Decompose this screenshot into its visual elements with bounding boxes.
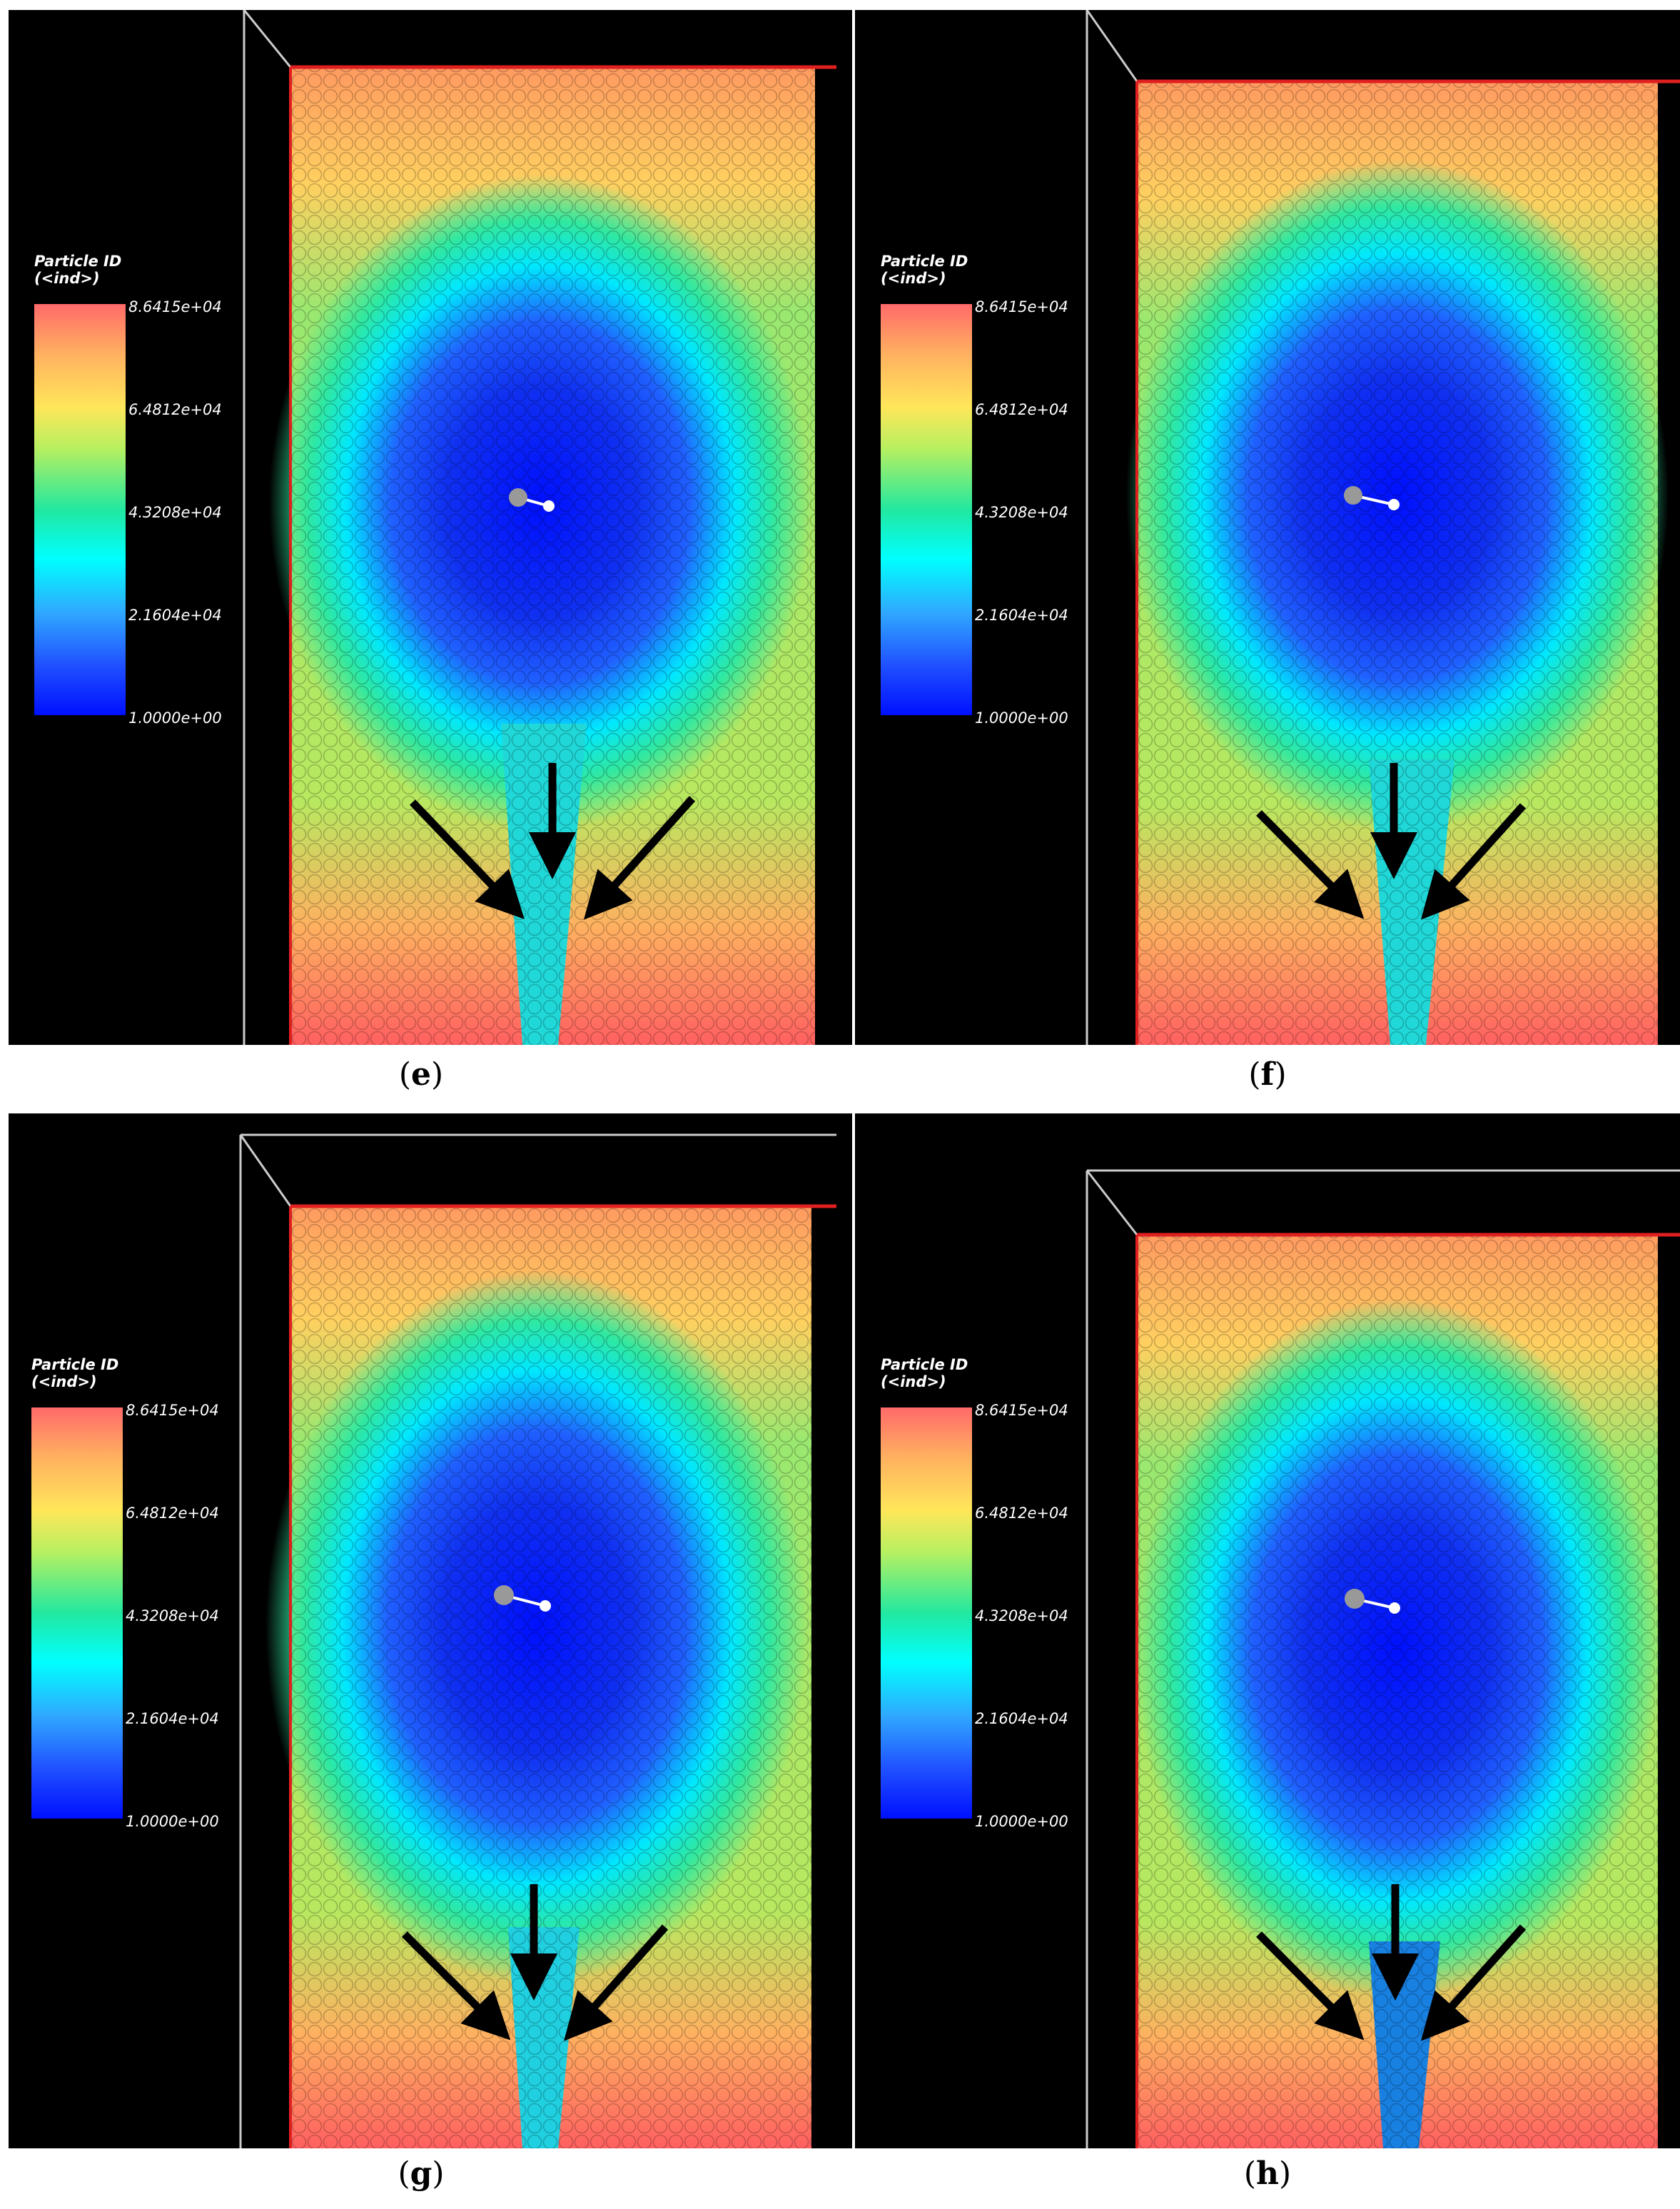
colorbar — [881, 1407, 972, 1819]
arrow-left — [410, 799, 525, 919]
particle-scene-e — [243, 10, 836, 1045]
legend-tick: 4.3208e+04 — [128, 504, 222, 521]
particle-scene-f — [1086, 10, 1680, 1045]
legend-unit: (<ind>) — [31, 1373, 97, 1390]
tracer-ball-large — [509, 488, 527, 507]
legend-title: Particle ID — [881, 1356, 968, 1373]
legend-tick: 6.4812e+04 — [975, 401, 1068, 418]
colorbar — [881, 304, 972, 715]
legend-tick: 4.3208e+04 — [975, 1607, 1068, 1624]
tracer-ball-small — [543, 500, 555, 512]
panel-e: Particle ID (<ind>) 8.6415e+04 6.4812e+0… — [9, 10, 852, 1045]
legend-tick: 8.6415e+04 — [128, 298, 222, 315]
color-legend: Particle ID (<ind>) 8.6415e+04 6.4812e+0… — [31, 1356, 260, 1830]
box-edge-diagonal — [243, 10, 292, 68]
legend-tick: 4.3208e+04 — [126, 1607, 219, 1624]
legend-title: Particle ID — [881, 253, 968, 270]
colorbar — [31, 1407, 123, 1819]
panel-f: Particle ID (<ind>) 8.6415e+04 6.4812e+0… — [855, 10, 1680, 1045]
color-legend: Particle ID (<ind>) 8.6415e+04 6.4812e+0… — [34, 253, 263, 727]
legend-unit: (<ind>) — [34, 270, 100, 287]
legend-tick: 1.0000e+00 — [126, 1813, 219, 1830]
color-legend: Particle ID (<ind>) 8.6415e+04 6.4812e+0… — [881, 1356, 1109, 1830]
legend-tick: 6.4812e+04 — [975, 1505, 1068, 1522]
legend-tick: 2.1604e+04 — [975, 607, 1068, 624]
legend-tick: 1.0000e+00 — [975, 1813, 1068, 1830]
panel-h: Particle ID (<ind>) 8.6415e+04 6.4812e+0… — [855, 1113, 1680, 2148]
particle-scene-h — [1086, 1169, 1680, 2148]
legend-tick: 2.1604e+04 — [128, 607, 222, 624]
arrow-right — [583, 796, 696, 920]
legend-tick: 6.4812e+04 — [126, 1505, 219, 1522]
legend-unit: (<ind>) — [881, 270, 946, 287]
colorbar — [34, 304, 126, 715]
legend-tick: 8.6415e+04 — [126, 1402, 219, 1419]
panel-g: Particle ID (<ind>) 8.6415e+04 6.4812e+0… — [9, 1113, 852, 2148]
legend-tick: 1.0000e+00 — [975, 709, 1068, 727]
legend-title: Particle ID — [34, 253, 122, 270]
caption-f: (f) — [1248, 1056, 1287, 1093]
legend-tick: 6.4812e+04 — [128, 401, 222, 418]
legend-tick: 8.6415e+04 — [975, 298, 1068, 315]
legend-unit: (<ind>) — [881, 1373, 946, 1390]
legend-tick: 2.1604e+04 — [126, 1710, 219, 1727]
legend-tick: 1.0000e+00 — [128, 709, 222, 727]
legend-title: Particle ID — [31, 1356, 119, 1373]
caption-e: (e) — [398, 1056, 444, 1093]
caption-h: (h) — [1243, 2155, 1292, 2192]
legend-tick: 2.1604e+04 — [975, 1710, 1068, 1727]
particle-scene-g — [239, 1133, 836, 2148]
legend-tick: 8.6415e+04 — [975, 1402, 1068, 1419]
legend-tick: 4.3208e+04 — [975, 504, 1068, 521]
color-legend: Particle ID (<ind>) 8.6415e+04 6.4812e+0… — [881, 253, 1109, 727]
caption-g: (g) — [398, 2155, 445, 2192]
